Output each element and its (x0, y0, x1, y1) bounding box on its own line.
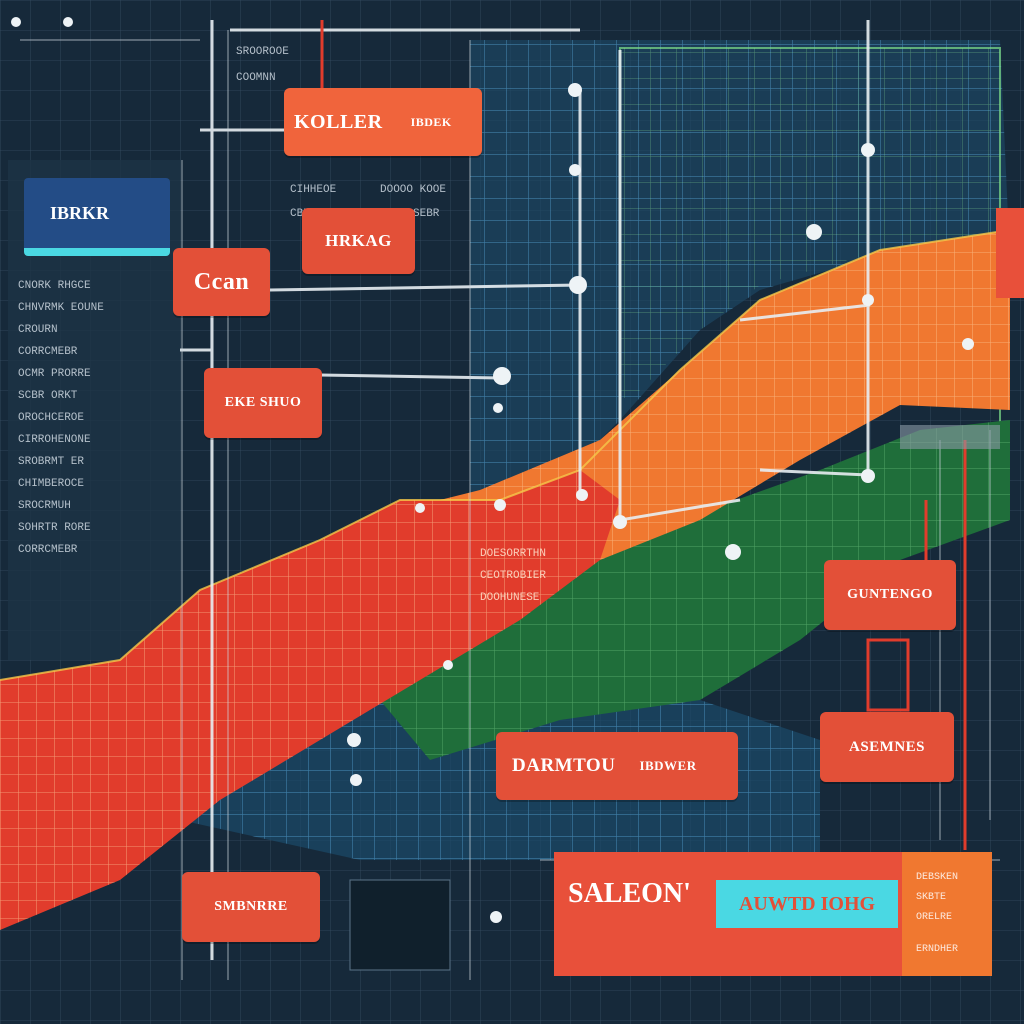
top-text-line: SROOROOE (236, 46, 289, 58)
left-panel-line: SCBR ORKT (18, 390, 78, 402)
top-text-line: COOMNN (236, 72, 276, 84)
darmo-label[interactable]: DARMTOU IBDWER (496, 732, 738, 800)
left-panel-line: CORRCMEBR (18, 544, 78, 556)
red-band-grid (0, 470, 620, 930)
map-text-line: DOESORRTHN (480, 548, 547, 560)
side-line: SKBTE (916, 892, 947, 903)
connector-nodes (11, 17, 974, 952)
ekhuo-label-text: EKE SHUO (224, 395, 302, 410)
top-text-line: CIHHEOE (290, 184, 337, 196)
guntengo-label[interactable]: GUNTENGO (824, 560, 956, 630)
top-text-block: SROOROOE COOMNN (236, 46, 289, 98)
ccan-label[interactable]: Ccan (173, 248, 270, 316)
ccan-label-text: Ccan (193, 268, 250, 295)
cyan-chip[interactable]: AUWTD IOHG (716, 880, 898, 928)
side-line: ERNDHER (916, 944, 959, 955)
dark-widget-1 (349, 879, 451, 971)
left-panel-line: SROBRMT ER (18, 456, 85, 468)
right-edge-tab (996, 208, 1024, 298)
hrkag-label-text: HRKAG (325, 231, 392, 250)
asemnes-label-text: ASEMNES (848, 738, 926, 755)
left-panel-line: OROCHCEROE (18, 412, 85, 424)
left-panel-line: OCMR PRORRE (18, 368, 91, 380)
dark-widget-2 (900, 425, 1000, 449)
smbnr-label-text: SMBNRRE (214, 899, 288, 914)
cyan-chip-text: AUWTD IOHG (738, 892, 876, 915)
map-text-block: DOESORRTHN CEOTROBIER DOOHUNESE (480, 548, 546, 614)
red-mini-chart (866, 638, 910, 712)
green-map-grid-top (620, 48, 1000, 400)
hrkag-label[interactable]: HRKAG (302, 208, 415, 274)
koller-label[interactable]: KOLLER IBDEK (284, 88, 482, 156)
darmo-label-sub: IBDWER (639, 758, 697, 773)
saleon-title: SALEON' (568, 878, 691, 909)
side-line: ORELRE (916, 912, 953, 923)
koller-label-title: KOLLER (294, 110, 383, 133)
koller-label-sub: IBDEK (410, 114, 452, 129)
guntengo-label-text: GUNTENGO (847, 587, 933, 602)
red-vertical-accents (320, 20, 967, 850)
left-panel-line: SROCRMUH (18, 500, 71, 512)
top-text-line: DOOOO KOOE (380, 184, 447, 196)
left-panel-line: CHNVRMK EOUNE (18, 302, 104, 314)
left-panel-line: CORRCMEBR (18, 346, 78, 358)
side-line: DEBSKEN (916, 872, 959, 883)
left-panel-line: SOHRTR RORE (18, 522, 91, 534)
connector-lines (180, 20, 871, 960)
map-text-line: CEOTROBIER (480, 570, 547, 582)
left-panel-line: CROURN (18, 324, 58, 336)
ekhuo-label[interactable]: EKE SHUO (204, 368, 322, 438)
darmo-label-title: DARMTOU (512, 755, 616, 776)
green-band-grid (380, 420, 1010, 760)
left-panel-text: CNORK RHGCE CHNVRMK EOUNE CROURN CORRCME… (18, 280, 178, 566)
asemnes-label[interactable]: ASEMNES (820, 712, 954, 782)
bottom-panel-side: DEBSKEN SKBTE ORELRE ERNDHER (902, 852, 992, 976)
left-panel-line: CHIMBEROCE (18, 478, 85, 490)
map-text-line: DOOHUNESE (480, 592, 540, 604)
left-panel-header-chip[interactable]: IBRKR (24, 178, 170, 256)
smbnr-label[interactable]: SMBNRRE (182, 872, 320, 942)
left-panel-line: CIRROHENONE (18, 434, 91, 446)
left-panel-line: CNORK RHGCE (18, 280, 91, 292)
